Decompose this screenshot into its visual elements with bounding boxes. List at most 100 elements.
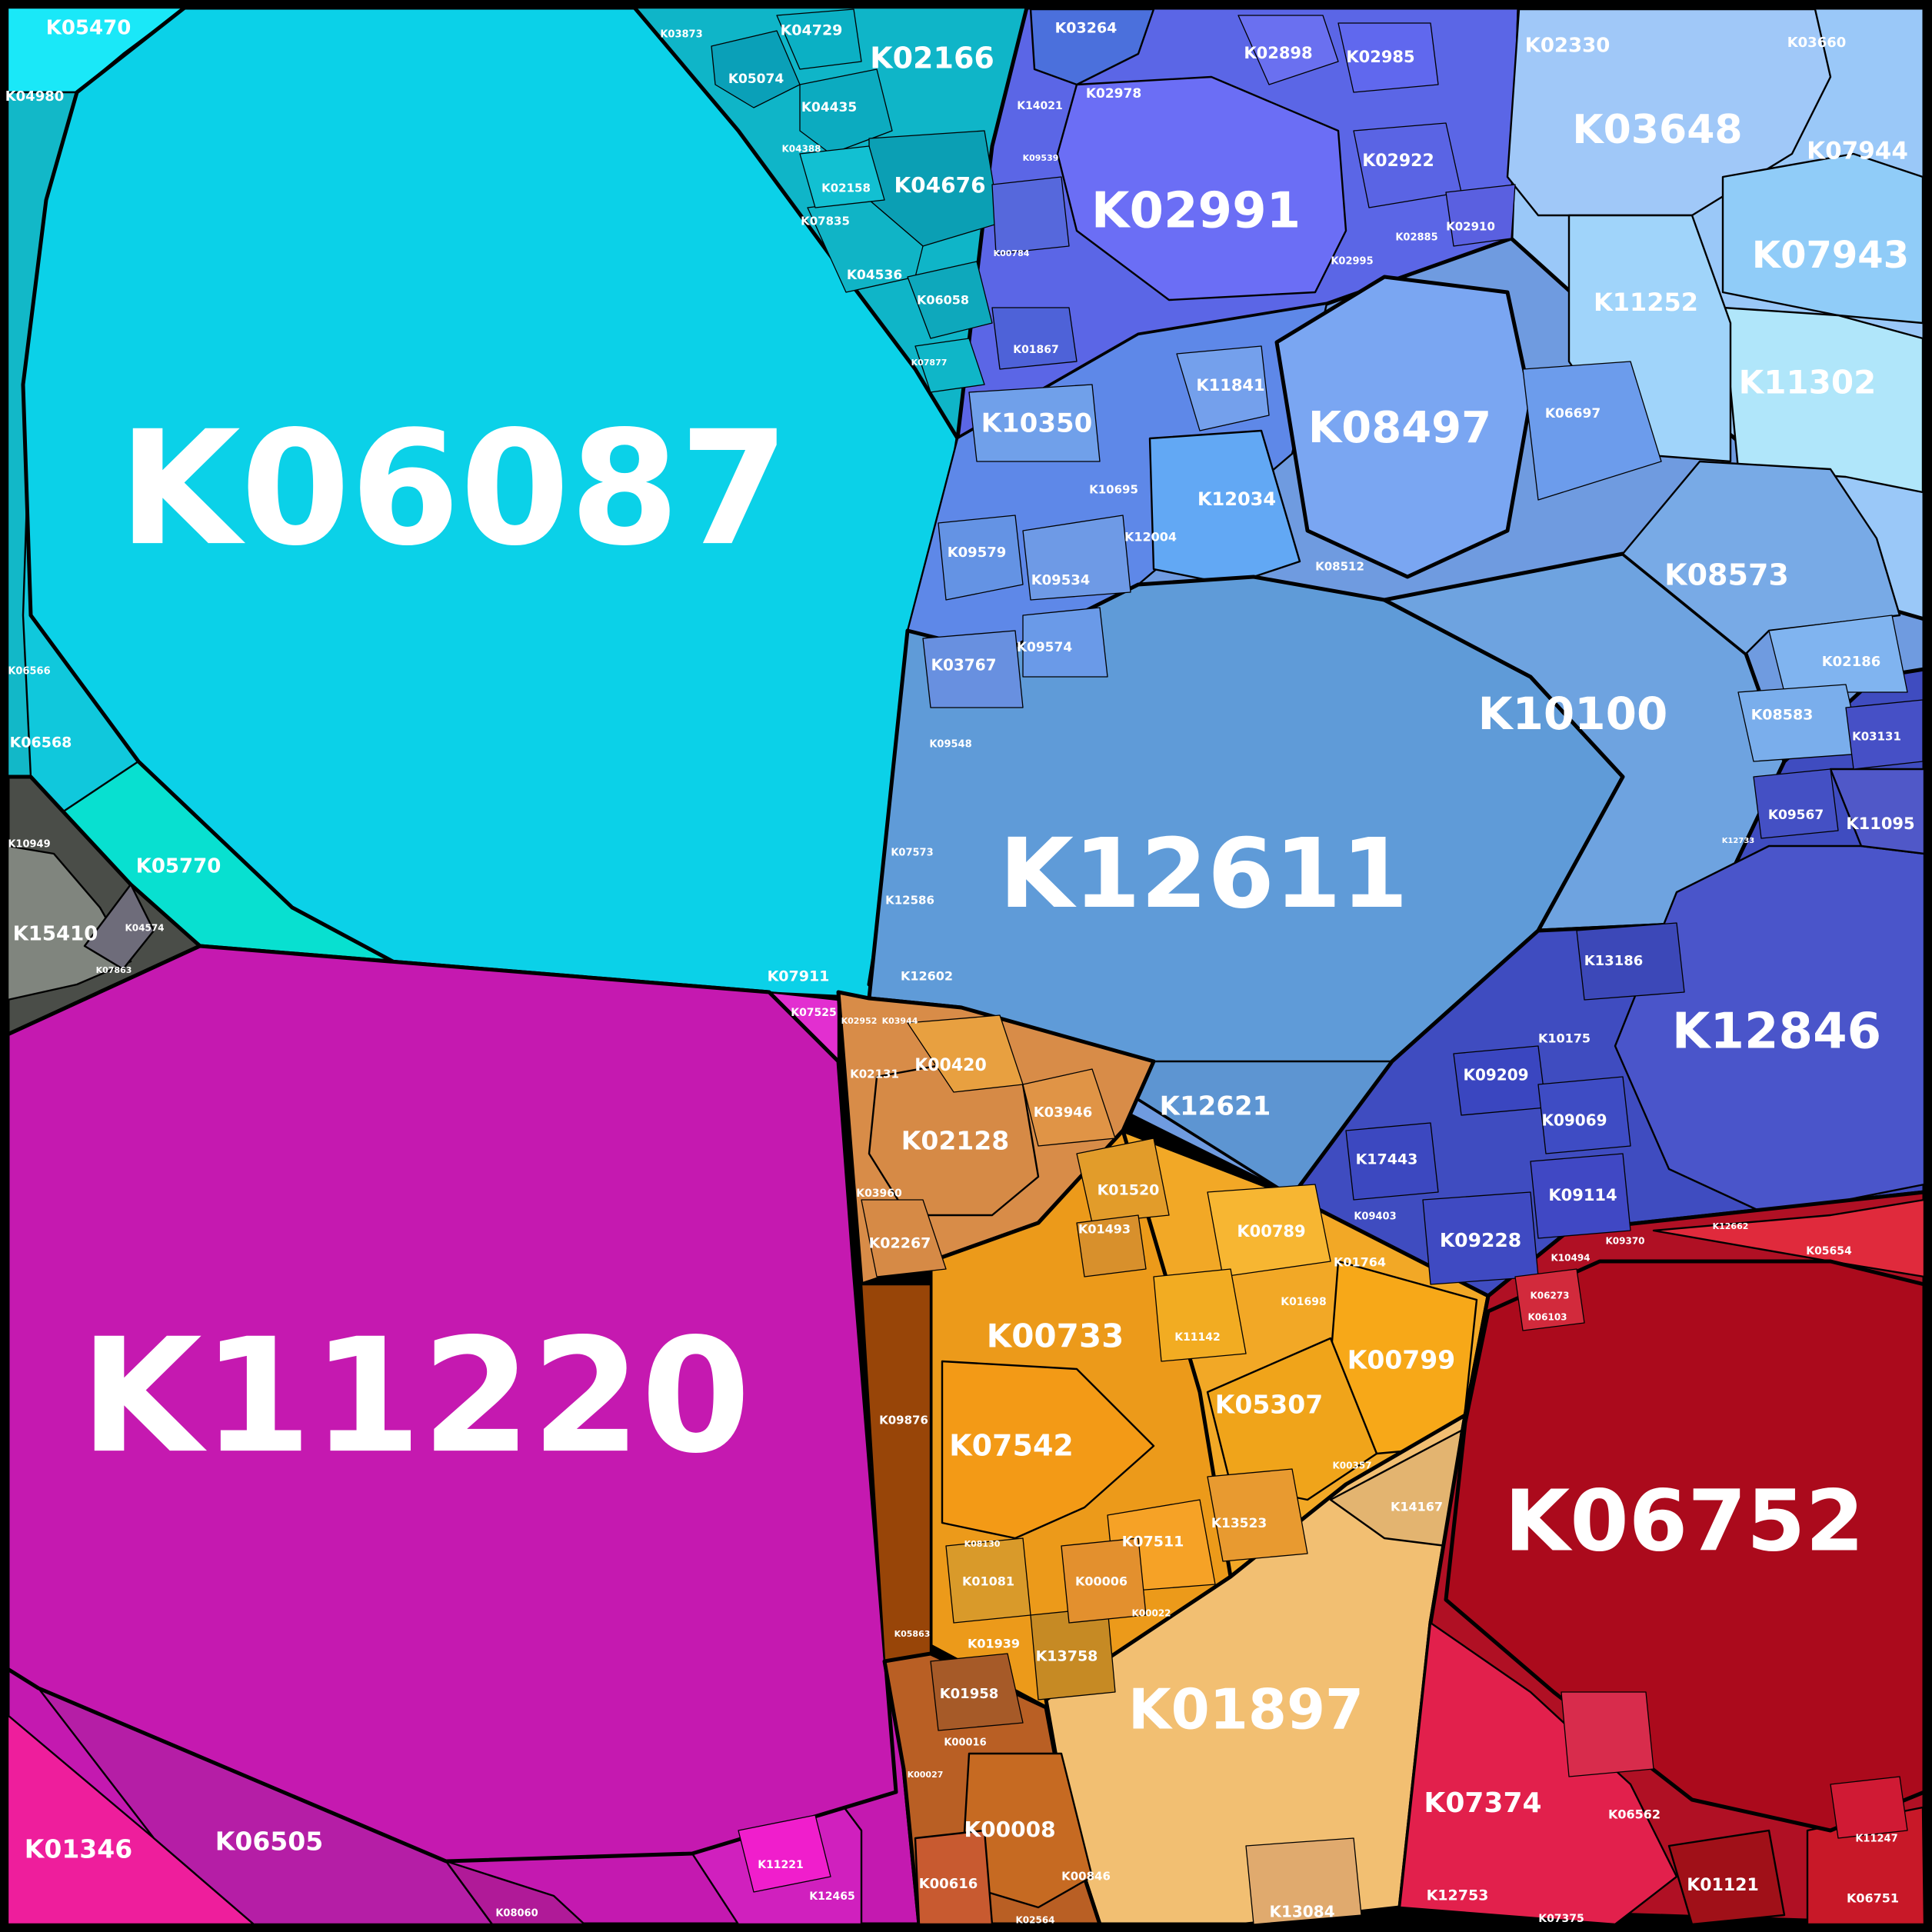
cell-k13186[interactable] [1576,922,1685,1001]
label-k03960: K03960 [856,1188,902,1200]
cell-k09574[interactable] [1022,607,1108,678]
label-k13523: K13523 [1211,1516,1267,1531]
cell-k07943[interactable] [1721,152,1924,325]
cell-k10350[interactable] [968,384,1101,462]
label-k11220: K11220 [80,1305,751,1488]
cell-k00789[interactable] [1207,1184,1331,1277]
cell-k01121[interactable] [1667,1829,1786,1926]
cell-k12034[interactable] [1148,429,1301,586]
cell-k12846[interactable] [1614,844,1926,1217]
label-k00616: K00616 [919,1876,978,1892]
cell-k07542[interactable] [941,1360,1155,1540]
label-k02885: K02885 [1395,232,1437,244]
cell-k01958[interactable] [930,1653,1024,1731]
cell-k17443[interactable] [1345,1122,1439,1201]
cell-k00006[interactable] [1061,1537,1147,1624]
cell-k02910[interactable] [1445,184,1516,247]
cell-k02158[interactable] [799,145,885,208]
cell-k03946[interactable] [1022,1068,1116,1147]
label-k09228: K09228 [1440,1229,1521,1251]
cell-k01520[interactable] [1076,1138,1170,1224]
cell-k05074[interactable] [711,30,801,108]
cell-k00616[interactable] [914,1829,994,1926]
cell-k07863[interactable] [83,883,155,971]
cell-k11095[interactable] [1829,768,1926,855]
label-k12586: K12586 [885,894,934,908]
label-k02898: K02898 [1244,44,1312,62]
label-k00027: K00027 [908,1770,944,1780]
label-k06751: K06751 [1847,1891,1899,1906]
cell-k07374[interactable] [1398,1621,1678,1926]
label-k09403: K09403 [1354,1211,1396,1223]
cell-k03767[interactable] [922,630,1024,708]
label-k00789: K00789 [1237,1222,1305,1241]
cell-k07877[interactable] [914,338,985,393]
cell-k02267[interactable] [861,1199,947,1277]
cell-k02991[interactable] [1056,75,1347,301]
label-k07573: K07573 [891,848,933,859]
label-k11247: K11247 [1855,1834,1897,1845]
cell-k02985[interactable] [1337,22,1439,93]
cell-k13523[interactable] [1207,1468,1308,1562]
cell-k06103[interactable] [1514,1268,1585,1331]
label-k09579: K09579 [948,545,1007,561]
cell-k05654[interactable] [1652,1198,1926,1278]
cell-k11142[interactable] [1153,1268,1247,1362]
cell-k04729[interactable] [776,8,862,70]
label-k03946: K03946 [1034,1104,1093,1121]
cell-k00784[interactable] [991,176,1070,255]
cell-k13084[interactable] [1245,1837,1362,1925]
label-k00008: K00008 [964,1817,1055,1842]
label-k04729: K04729 [781,22,843,39]
cell-k02898[interactable] [1237,15,1339,85]
cell-k09114[interactable] [1530,1153,1631,1239]
label-k07911: K07911 [768,968,830,985]
cell-k03264[interactable] [1029,8,1155,86]
cell-k04435[interactable] [799,68,893,155]
cell-k09567[interactable] [1753,768,1839,839]
label-k06697: K06697 [1545,406,1601,421]
label-k01867: K01867 [1013,344,1059,356]
label-k02564: K02564 [1015,1915,1054,1926]
cell-k12465[interactable] [738,1814,831,1893]
label-k11252: K11252 [1594,288,1698,317]
cell-k08573[interactable] [1621,460,1901,655]
cell-k11247[interactable] [1830,1776,1908,1839]
label-k01958: K01958 [940,1686,999,1702]
cell-k06562[interactable] [1561,1691,1654,1777]
cell-k06058[interactable] [907,261,993,339]
cell-k11220[interactable] [5,944,898,1864]
cell-k01867[interactable] [991,307,1078,370]
label-k12621: K12621 [1160,1091,1271,1122]
cell-k09534[interactable] [1022,515,1131,601]
cell-k08497[interactable] [1274,275,1533,579]
cell-k03131[interactable] [1845,699,1924,770]
cell-k02186[interactable] [1768,615,1908,693]
label-k11841: K11841 [1196,376,1264,395]
cell-k09069[interactable] [1537,1076,1631,1154]
label-k02952: K02952 [841,1016,878,1026]
label-k07511: K07511 [1122,1534,1184,1551]
label-k12846: K12846 [1672,1004,1881,1061]
cell-k11841[interactable] [1176,345,1270,431]
label-k11142: K11142 [1174,1331,1221,1344]
label-k07542: K07542 [949,1429,1074,1463]
label-k07863: K07863 [96,965,132,975]
label-k01897: K01897 [1128,1677,1364,1742]
label-k10175: K10175 [1538,1031,1591,1046]
cell-k08060[interactable] [445,1860,586,1926]
cell-k09579[interactable] [938,515,1024,601]
label-k09539: K09539 [1023,153,1059,163]
cell-k05307[interactable] [1206,1337,1378,1501]
label-k11095: K11095 [1846,814,1914,833]
label-k07943: K07943 [1752,234,1909,277]
cell-k06697[interactable] [1522,361,1662,501]
cell-k15410[interactable] [6,844,132,1001]
label-k02166: K02166 [870,42,994,75]
label-k14021: K14021 [1017,100,1063,112]
label-k03767: K03767 [931,656,996,675]
label-k09370: K09370 [1605,1236,1644,1247]
cell-k01493[interactable] [1076,1214,1147,1277]
cell-k06752[interactable] [1444,1259,1927,1833]
label-k12602: K12602 [901,969,953,984]
